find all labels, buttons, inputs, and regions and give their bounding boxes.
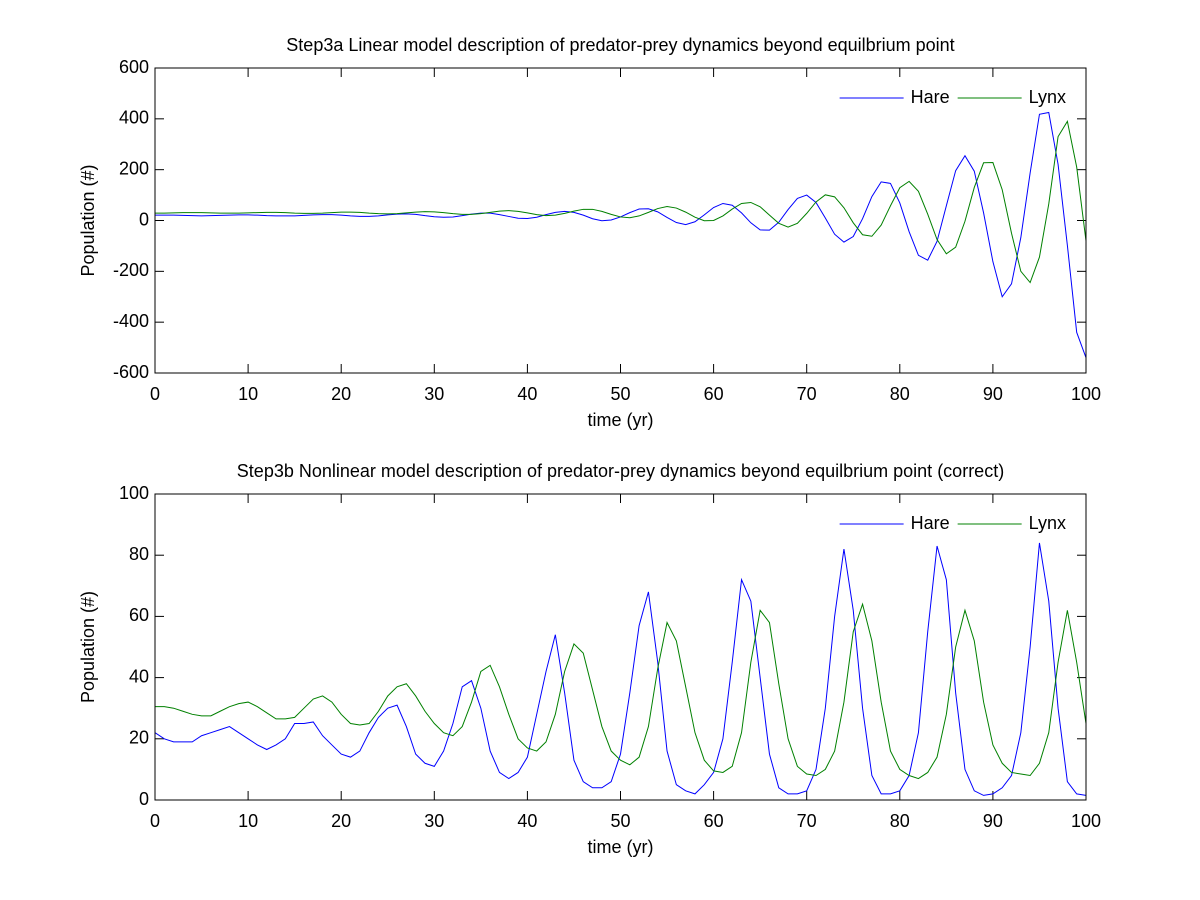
y-tick-label: 40	[129, 666, 149, 686]
x-tick-label: 50	[610, 384, 630, 404]
axes-box	[154, 67, 1087, 374]
y-tick-label: 20	[129, 728, 149, 748]
legend: Hare Lynx	[839, 87, 1066, 107]
legend: Hare Lynx	[839, 513, 1066, 533]
chart-title: Step3a Linear model description of preda…	[286, 35, 954, 55]
y-tick-label: 100	[119, 483, 149, 503]
x-tick-label: 90	[983, 384, 1003, 404]
x-tick-label: 30	[424, 811, 444, 831]
axes-box	[154, 493, 1087, 801]
x-tick-label: 70	[797, 811, 817, 831]
x-axis-label: time (yr)	[588, 837, 654, 857]
plot-area	[155, 68, 1086, 373]
legend-label: Lynx	[1029, 513, 1066, 533]
x-axis-label: time (yr)	[588, 410, 654, 430]
x-tick-label: 90	[983, 811, 1003, 831]
y-tick-label: -600	[113, 362, 149, 382]
y-tick-label: 0	[139, 789, 149, 809]
y-tick-label: 600	[119, 57, 149, 77]
y-tick-label: 400	[119, 108, 149, 128]
legend-label: Hare	[911, 513, 950, 533]
y-tick-label: -200	[113, 260, 149, 280]
chart-title: Step3b Nonlinear model description of pr…	[237, 461, 1004, 481]
series-line	[155, 120, 1086, 284]
x-tick-label: 50	[610, 811, 630, 831]
series-line	[155, 602, 1086, 780]
y-tick-label: 80	[129, 544, 149, 564]
y-tick-label: -400	[113, 311, 149, 331]
axes: 0 10 20 30 40 50 60 70 80 90 100 -600 -400 -200 0 200 40…	[78, 35, 1101, 430]
x-tick-label: 40	[517, 811, 537, 831]
x-tick-label: 80	[890, 384, 910, 404]
y-tick-label: 200	[119, 158, 149, 178]
x-tick-label: 60	[704, 811, 724, 831]
x-tick-label: 20	[331, 384, 351, 404]
x-tick-label: 100	[1071, 384, 1101, 404]
x-tick-label: 0	[150, 811, 160, 831]
series-line	[155, 542, 1086, 796]
y-axis-label: Population (#)	[78, 591, 98, 703]
x-tick-label: 80	[890, 811, 910, 831]
y-tick-label: 0	[139, 209, 149, 229]
x-tick-label: 10	[238, 811, 258, 831]
axes: 0 10 20 30 40 50 60 70 80 90 100 0 20 40 60 80 100 Step3b…	[78, 461, 1101, 857]
x-tick-label: 0	[150, 384, 160, 404]
legend-label: Lynx	[1029, 87, 1066, 107]
y-axis-label: Population (#)	[78, 164, 98, 276]
x-tick-label: 60	[704, 384, 724, 404]
x-tick-label: 100	[1071, 811, 1101, 831]
x-tick-label: 40	[517, 384, 537, 404]
x-tick-label: 20	[331, 811, 351, 831]
y-tick-label: 60	[129, 605, 149, 625]
x-tick-label: 10	[238, 384, 258, 404]
plot-area	[155, 494, 1086, 800]
legend-label: Hare	[911, 87, 950, 107]
x-tick-label: 70	[797, 384, 817, 404]
x-tick-label: 30	[424, 384, 444, 404]
